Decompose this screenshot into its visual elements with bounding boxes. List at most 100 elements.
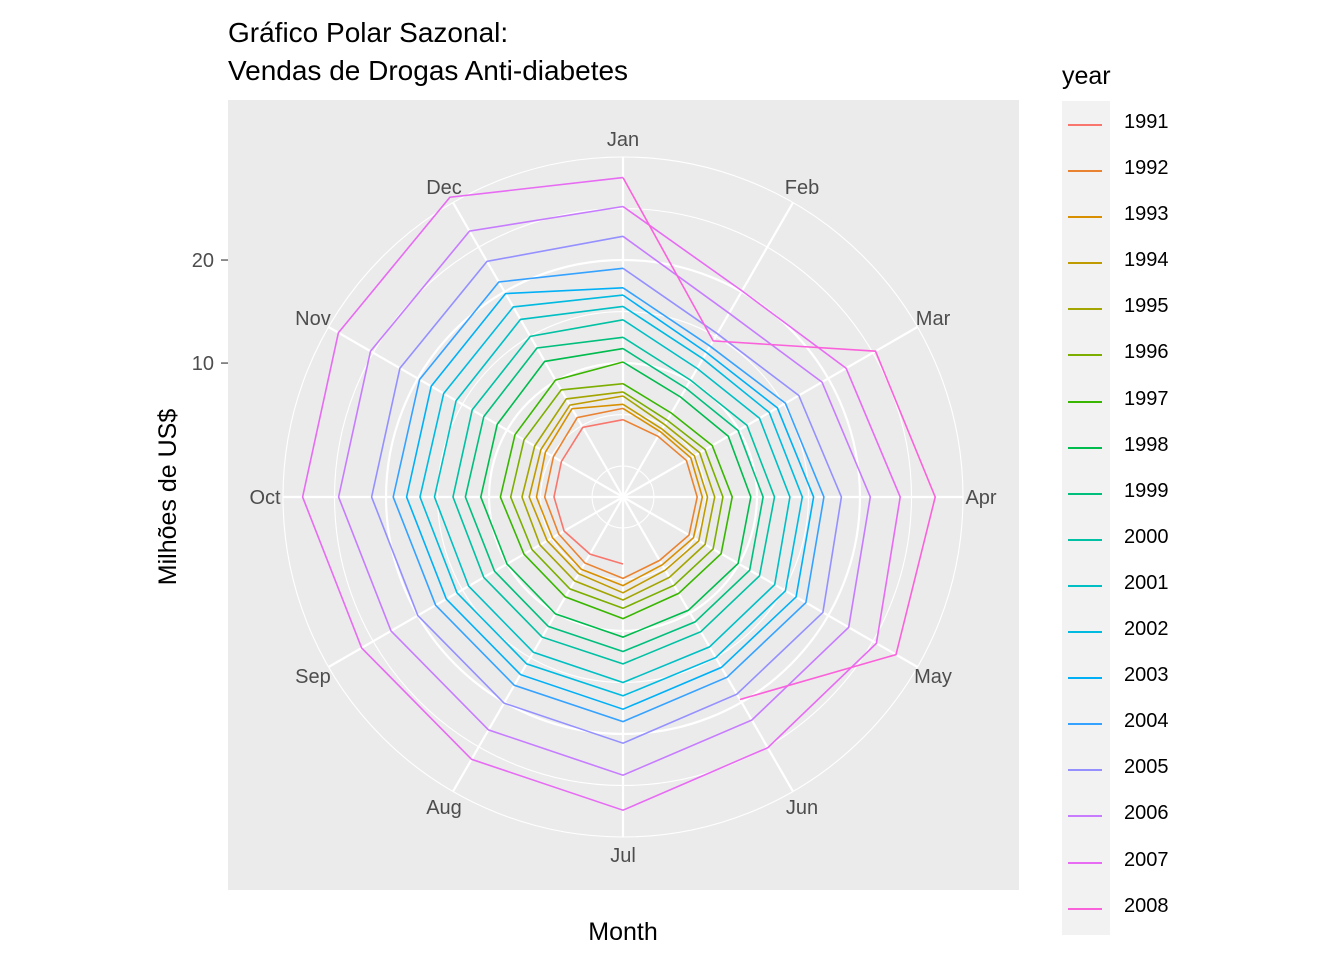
grid-spoke	[452, 202, 624, 498]
chart-title-line-1: Gráfico Polar Sazonal:	[228, 17, 509, 48]
radial-tick-label: 10	[192, 353, 214, 375]
legend-label: 2006	[1124, 802, 1169, 825]
legend-item: 1991	[1062, 105, 1169, 151]
legend-label: 2007	[1124, 848, 1169, 871]
legend-label: 1992	[1124, 157, 1169, 180]
legend-item: 2004	[1062, 704, 1169, 750]
legend-key-line	[1068, 308, 1102, 311]
grid-spoke	[622, 326, 918, 498]
month-label: Nov	[295, 308, 331, 330]
legend-title: year	[1062, 62, 1111, 90]
month-label: Jul	[610, 845, 636, 867]
chart-title: Gráfico Polar Sazonal: Vendas de Drogas …	[228, 14, 628, 90]
month-label: Oct	[249, 487, 281, 509]
legend-key-line	[1068, 354, 1102, 357]
series-layer	[301, 176, 937, 812]
grid-spoke	[622, 496, 794, 792]
legend-item: 2002	[1062, 612, 1169, 658]
legend-item: 2007	[1062, 843, 1169, 889]
legend-item: 2003	[1062, 658, 1169, 704]
legend-label: 2000	[1124, 525, 1169, 548]
series-line-2003	[405, 287, 815, 711]
legend-label: 1991	[1124, 111, 1169, 133]
series-line-1992	[543, 407, 699, 580]
legend-item: 1999	[1062, 474, 1169, 520]
legend-key-line	[1068, 262, 1102, 265]
series-line-2005	[370, 235, 843, 745]
month-label: Aug	[426, 797, 462, 819]
grid-spoke	[328, 496, 624, 668]
series-line-1993	[535, 403, 704, 587]
grid-spoke	[452, 496, 624, 792]
legend-label: 2001	[1124, 571, 1169, 594]
series-line-2007	[301, 176, 902, 812]
legend-label: 1998	[1124, 433, 1169, 456]
legend-key-line	[1068, 907, 1102, 910]
series-line-2004	[392, 267, 825, 723]
chart-title-line-2: Vendas de Drogas Anti-diabetes	[228, 55, 629, 86]
legend-label: 2004	[1124, 710, 1169, 733]
legend: year 1991 1992 1993 1994 1995 1996 1997 1998 199…	[1062, 62, 1169, 935]
legend-label: 2002	[1124, 618, 1169, 641]
series-line-2006	[337, 205, 872, 777]
legend-item: 2008	[1062, 889, 1169, 935]
legend-key-line	[1068, 538, 1102, 541]
month-label: Mar	[916, 308, 951, 330]
legend-label: 1997	[1124, 387, 1169, 410]
legend-item: 1997	[1062, 382, 1169, 428]
legend-key-line	[1068, 216, 1102, 219]
legend-key-line	[1068, 446, 1102, 449]
legend-key-line	[1068, 170, 1102, 173]
legend-item: 1996	[1062, 335, 1169, 381]
label-layer: Jan Feb Mar Apr May Jun Jul Aug Sep Oct Nov Dec	[249, 129, 996, 867]
series-line-1999	[464, 336, 764, 653]
series-line-1994	[528, 395, 709, 594]
series-line-2001	[433, 305, 791, 684]
series-line-2002	[419, 294, 804, 697]
series-line-1998	[479, 347, 752, 638]
legend-item: 1995	[1062, 289, 1169, 335]
legend-label: 1995	[1124, 295, 1169, 318]
legend-key-line	[1068, 769, 1102, 772]
legend-label: 1993	[1124, 203, 1169, 226]
legend-item: 1993	[1062, 197, 1169, 243]
legend-key-line	[1068, 124, 1102, 126]
month-label: Dec	[426, 177, 462, 199]
month-label: Jan	[607, 129, 639, 151]
radial-tick-label: 20	[192, 250, 214, 272]
month-label: Apr	[965, 487, 996, 509]
legend-keys: 1991 1992 1993 1994 1995 1996 1997 1998 1999 2000…	[1062, 101, 1169, 935]
legend-item: 2006	[1062, 796, 1169, 842]
radial-axis: 10 20	[192, 250, 228, 375]
grid-spoke	[328, 326, 624, 498]
legend-item: 2005	[1062, 750, 1169, 796]
series-line-1996	[509, 382, 724, 610]
month-label: May	[914, 666, 952, 688]
legend-key-line	[1068, 492, 1102, 495]
legend-key-line	[1068, 723, 1102, 726]
legend-item: 2001	[1062, 566, 1169, 612]
legend-label: 2003	[1124, 664, 1169, 687]
series-line-1995	[521, 391, 716, 601]
month-label: Feb	[785, 177, 819, 199]
legend-label: 1994	[1124, 249, 1169, 272]
legend-key-line	[1068, 400, 1102, 403]
series-line-2008	[622, 177, 937, 701]
legend-label: 1996	[1124, 341, 1169, 364]
grid-spoke	[622, 202, 794, 498]
legend-key-line	[1068, 815, 1102, 818]
legend-item: 1994	[1062, 243, 1169, 289]
legend-label: 2008	[1124, 894, 1169, 917]
legend-key-line	[1068, 861, 1102, 864]
series-line-1991	[553, 418, 624, 565]
grid-spoke	[622, 496, 918, 668]
legend-item: 2000	[1062, 520, 1169, 566]
month-label: Sep	[295, 666, 331, 688]
legend-key-line	[1068, 631, 1102, 634]
legend-item: 1998	[1062, 428, 1169, 474]
legend-label: 2005	[1124, 756, 1169, 779]
legend-key-line	[1068, 584, 1102, 587]
grid-layer	[282, 156, 964, 838]
y-axis-title: Milhões de US$	[154, 409, 182, 586]
